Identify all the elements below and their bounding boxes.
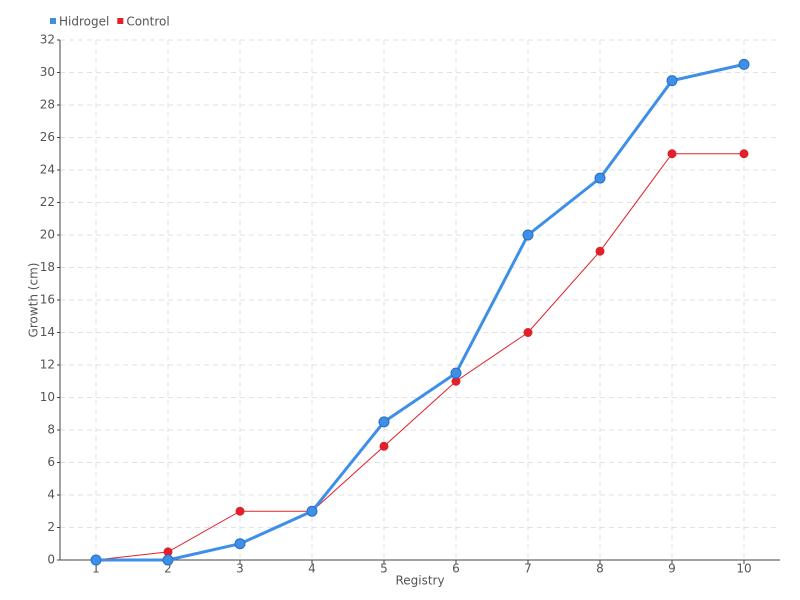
data-point	[666, 75, 678, 87]
y-tick-label: 14	[40, 325, 55, 339]
x-tick-label: 6	[452, 562, 460, 576]
x-axis-title: Registry	[395, 574, 444, 588]
legend-swatch	[117, 18, 124, 24]
y-tick-label: 4	[47, 488, 55, 502]
y-tick-label: 22	[40, 195, 55, 209]
data-point	[90, 554, 102, 566]
y-tick-label: 18	[40, 260, 55, 274]
y-tick-label: 32	[40, 33, 55, 47]
data-point	[235, 506, 245, 516]
x-tick-label: 2	[164, 562, 172, 576]
y-tick-label: 26	[40, 130, 55, 144]
data-point	[738, 58, 750, 70]
y-tick-label: 8	[47, 423, 55, 437]
data-point	[306, 505, 318, 517]
legend-label: Control	[126, 15, 169, 29]
y-tick-label: 6	[47, 455, 55, 469]
data-point	[595, 246, 605, 256]
y-tick-label: 20	[40, 228, 55, 242]
y-tick-label: 28	[40, 98, 55, 112]
data-point	[667, 149, 677, 159]
series-line	[95, 153, 744, 561]
data-point	[450, 367, 462, 379]
x-tick-label: 10	[736, 562, 751, 576]
data-point	[523, 328, 533, 337]
y-tick-label: 12	[40, 358, 55, 372]
data-point	[162, 554, 174, 566]
legend-label: Hidrogel	[59, 15, 109, 29]
y-axis-title: Growth (cm)	[27, 263, 41, 338]
series-line	[96, 62, 745, 562]
data-point	[522, 229, 534, 241]
x-tick-label: 8	[596, 562, 604, 576]
data-point	[379, 441, 389, 451]
y-tick-label: 30	[40, 65, 55, 79]
x-tick-label: 7	[524, 562, 532, 576]
legend-swatch	[50, 18, 56, 24]
x-tick-label: 5	[380, 562, 388, 576]
y-tick-label: 10	[40, 390, 55, 404]
y-tick-label: 0	[47, 553, 55, 567]
data-point	[378, 416, 390, 428]
data-point	[234, 538, 246, 550]
data-point	[594, 172, 606, 184]
data-point	[739, 149, 749, 159]
x-tick-label: 9	[668, 562, 676, 576]
y-tick-label: 24	[40, 163, 55, 177]
x-tick-label: 4	[308, 562, 316, 576]
y-tick-label: 2	[47, 520, 55, 534]
y-tick-label: 16	[40, 293, 55, 307]
x-tick-label: 1	[92, 562, 100, 576]
x-tick-label: 3	[236, 562, 244, 576]
